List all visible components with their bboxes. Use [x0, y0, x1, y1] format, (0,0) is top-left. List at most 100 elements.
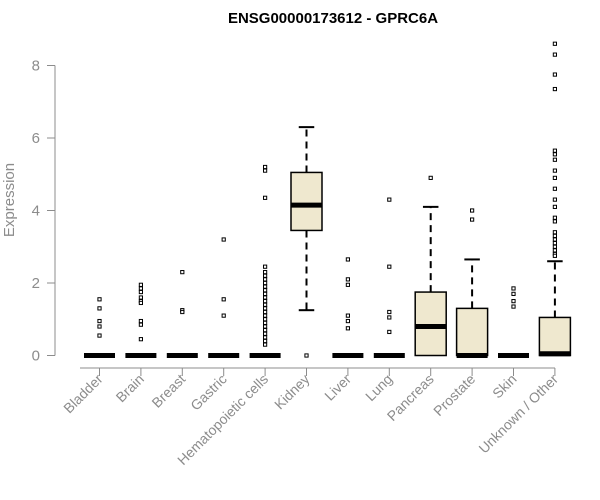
outlier-point — [263, 317, 268, 322]
outlier-point — [552, 204, 557, 209]
x-tick-label-bladder: Bladder — [60, 371, 106, 417]
y-tick-label: 2 — [32, 275, 40, 292]
outlier-point — [138, 282, 144, 287]
box-iqr — [538, 316, 572, 357]
box-plots — [84, 41, 572, 358]
outlier-point — [263, 270, 268, 275]
x-tick-label-brain: Brain — [113, 371, 147, 405]
outlier-point — [552, 215, 557, 220]
outlier-point — [97, 318, 102, 324]
outlier-point — [221, 313, 226, 318]
y-tick-label: 0 — [32, 348, 40, 365]
outlier-point — [552, 244, 557, 249]
outlier-point — [97, 306, 102, 311]
outlier-point — [263, 273, 268, 278]
outlier-point — [511, 304, 516, 309]
outlier-point — [263, 338, 268, 344]
x-tick-label-unknown-other: Unknown / Other — [475, 371, 561, 457]
outlier-point — [552, 52, 557, 57]
box-iqr — [290, 171, 323, 232]
outlier-point — [552, 175, 557, 180]
x-tick-label-lung: Lung — [362, 371, 395, 404]
x-tick-label-skin: Skin — [489, 371, 520, 402]
outlier-point — [552, 248, 557, 253]
x-tick-label-liver: Liver — [321, 371, 354, 404]
outlier-point — [511, 286, 516, 291]
outlier-point — [138, 289, 144, 295]
outlier-point — [552, 233, 557, 238]
outlier-point — [304, 353, 309, 358]
box-prostate — [455, 208, 489, 358]
outlier-point — [263, 280, 268, 286]
outlier-point — [138, 337, 144, 342]
outlier-point — [470, 217, 475, 222]
outlier-point — [221, 297, 226, 302]
outlier-point — [470, 208, 475, 213]
outlier-point — [387, 197, 392, 202]
outlier-point — [552, 72, 557, 77]
outlier-point — [552, 86, 557, 92]
outlier-point — [552, 253, 557, 258]
outlier-point — [345, 318, 350, 324]
outlier-point — [511, 291, 516, 296]
y-tick-label: 6 — [32, 130, 40, 147]
outlier-point — [387, 264, 392, 269]
outlier-point — [511, 299, 516, 304]
outlier-point — [263, 313, 268, 318]
outlier-point — [345, 282, 350, 287]
outlier-point — [138, 295, 144, 300]
outlier-point — [263, 264, 268, 269]
outlier-point — [552, 186, 557, 191]
outlier-point — [263, 309, 268, 315]
outlier-point — [263, 342, 268, 347]
box-brain — [125, 282, 157, 358]
outlier-point — [263, 277, 268, 282]
outlier-point — [263, 284, 268, 289]
x-tick-label-prostate: Prostate — [430, 371, 478, 419]
outlier-point — [263, 324, 268, 329]
outlier-point — [552, 41, 557, 46]
y-tick-label: 8 — [32, 58, 40, 75]
y-tick-label: 4 — [32, 203, 40, 220]
outlier-point — [263, 164, 268, 170]
outlier-point — [263, 306, 268, 311]
outlier-point — [345, 326, 350, 331]
box-pancreas — [414, 175, 447, 357]
outlier-point — [263, 291, 268, 296]
outlier-point — [263, 302, 268, 307]
outlier-point — [552, 219, 557, 224]
outlier-point — [263, 295, 268, 300]
outlier-point — [263, 320, 268, 325]
chart-title: ENSG00000173612 - GPRC6A — [228, 10, 438, 27]
outlier-point — [138, 300, 144, 306]
outlier-point — [97, 333, 102, 338]
box-iqr — [414, 291, 447, 357]
outlier-point — [552, 197, 557, 202]
outlier-point — [387, 309, 392, 315]
outlier-point — [263, 299, 268, 304]
outlier-point — [552, 168, 557, 173]
box-lung — [373, 197, 405, 358]
x-tick-label-breast: Breast — [148, 371, 188, 411]
box-iqr — [455, 307, 489, 357]
box-kidney — [290, 126, 323, 358]
outlier-point — [263, 195, 268, 200]
box-hematopoietic-cells — [249, 164, 281, 358]
outlier-point — [138, 318, 144, 324]
outlier-point — [552, 230, 557, 235]
outlier-point — [263, 288, 268, 293]
outlier-point — [345, 257, 350, 262]
box-bladder — [84, 297, 115, 358]
box-breast — [166, 270, 198, 358]
outlier-point — [263, 168, 268, 173]
outlier-point — [552, 157, 557, 162]
box-gastric — [208, 237, 240, 358]
outlier-point — [263, 328, 268, 333]
outlier-point — [138, 286, 144, 291]
x-tick-label-kidney: Kidney — [271, 371, 313, 413]
outlier-point — [138, 322, 144, 327]
box-unknown-other — [538, 41, 572, 357]
outlier-point — [552, 241, 557, 246]
